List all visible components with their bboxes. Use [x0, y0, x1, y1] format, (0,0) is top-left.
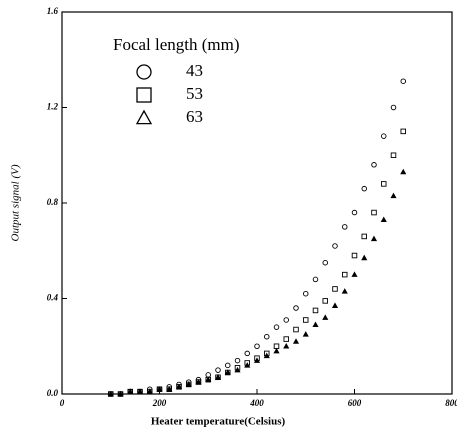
y-tick-label: 1.6: [47, 6, 59, 16]
data-point: [283, 336, 290, 342]
data-point: [332, 243, 338, 249]
data-point: [263, 352, 270, 359]
data-point: [224, 369, 231, 375]
data-point: [380, 216, 387, 223]
legend-marker: [136, 87, 152, 103]
data-point: [175, 383, 183, 390]
y-axis-label: Output signal (V): [10, 164, 22, 241]
data-point: [390, 104, 397, 111]
legend-label: 43: [186, 61, 203, 80]
data-point: [117, 390, 124, 397]
data-point: [341, 288, 348, 294]
y-tick-label: 1.2: [47, 102, 59, 112]
data-point: [390, 192, 397, 199]
data-point: [293, 326, 299, 333]
data-point: [312, 321, 319, 328]
data-point: [371, 162, 377, 168]
data-point: [400, 168, 407, 175]
x-tick-label: 800: [445, 398, 457, 408]
data-point: [303, 290, 309, 297]
legend-label: 53: [186, 84, 203, 103]
data-point: [127, 388, 134, 394]
data-point: [264, 333, 270, 340]
data-point: [361, 233, 368, 240]
data-point: [322, 298, 329, 304]
data-point: [185, 381, 192, 387]
data-point: [244, 362, 251, 368]
data-point: [322, 314, 329, 320]
y-tick-label: 0.0: [47, 388, 59, 398]
data-point: [146, 388, 153, 394]
data-point: [370, 235, 378, 242]
data-point: [244, 350, 250, 357]
data-point: [361, 254, 368, 261]
legend-label: 63: [186, 107, 203, 126]
data-point: [234, 366, 241, 373]
data-point: [253, 357, 261, 363]
data-point: [273, 347, 280, 354]
data-point: [195, 378, 202, 385]
x-tick-label: 400: [249, 398, 264, 408]
data-point: [322, 259, 329, 266]
data-point: [371, 209, 377, 216]
legend-title: Focal length (mm): [113, 35, 240, 54]
data-point: [254, 343, 260, 350]
data-point: [381, 181, 387, 187]
legend-marker: [135, 109, 153, 125]
data-point: [273, 324, 280, 330]
x-tick-label: 600: [348, 398, 362, 408]
data-point: [205, 376, 212, 382]
data-point: [342, 271, 348, 278]
data-point: [166, 385, 173, 392]
x-axis-label: Heater temperature(Celsius): [151, 416, 286, 428]
data-point: [136, 388, 144, 394]
data-point: [215, 367, 221, 373]
data-point: [361, 185, 368, 192]
data-point: [214, 374, 222, 380]
data-point: [224, 362, 231, 369]
data-point: [331, 302, 339, 308]
data-point: [303, 317, 309, 323]
data-point: [400, 78, 407, 84]
data-point: [156, 385, 163, 392]
data-point: [351, 209, 358, 216]
plot-frame: [61, 11, 453, 395]
data-point: [390, 152, 397, 158]
data-point: [332, 286, 338, 292]
data-point: [400, 128, 407, 135]
data-point: [351, 271, 358, 277]
data-point: [312, 276, 319, 283]
legend-marker: [136, 64, 152, 80]
x-tick-label: 200: [152, 398, 167, 408]
data-point: [283, 343, 290, 349]
data-point: [312, 307, 319, 314]
data-point: [381, 133, 387, 139]
x-tick-label: 0: [60, 398, 65, 408]
data-point: [292, 338, 300, 344]
data-point: [283, 317, 290, 323]
data-point: [293, 305, 299, 311]
data-point: [302, 331, 309, 337]
data-point: [342, 224, 348, 230]
data-point: [107, 390, 114, 397]
y-tick-label: 0.8: [47, 197, 59, 207]
data-point: [351, 252, 358, 259]
y-tick-label: 0.4: [47, 293, 59, 303]
data-point: [234, 357, 241, 364]
